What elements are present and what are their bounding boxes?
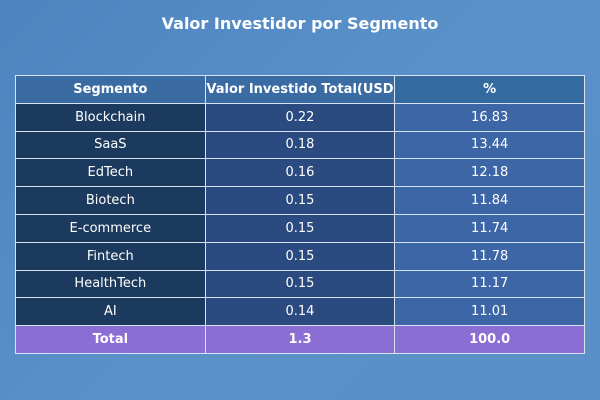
cell-valor: 0.18 [204, 130, 396, 160]
chart-title: Valor Investidor por Segmento [161, 14, 439, 33]
cell-segmento: Fintech [15, 241, 206, 271]
table-row: Biotech 0.15 11.84 [15, 186, 585, 215]
cell-segmento: HealthTech [15, 269, 206, 299]
header-row: Segmento Valor Investido Total(USD % [15, 75, 585, 104]
cell-percent: 11.17 [394, 269, 585, 299]
cell-percent: 11.01 [394, 297, 585, 327]
cell-segmento: AI [15, 297, 206, 327]
cell-segmento: Blockchain [15, 102, 206, 132]
header-segmento: Segmento [15, 75, 206, 104]
table-body: Blockchain 0.22 16.83 SaaS 0.18 13.44 EdTech 0.… [15, 102, 585, 354]
total-row: Total 1.3 100.0 [15, 325, 585, 354]
table-row: EdTech 0.16 12.18 [15, 158, 585, 188]
table-row: E-commerce 0.15 11.74 [15, 213, 585, 243]
cell-segmento: EdTech [15, 158, 206, 188]
header-percent: % [394, 75, 585, 104]
cell-valor: 0.15 [204, 186, 396, 215]
cell-percent: 13.44 [394, 130, 585, 160]
cell-valor: 0.15 [204, 269, 396, 299]
total-label: Total [15, 325, 206, 354]
cell-percent: 16.83 [394, 102, 585, 132]
total-valor: 1.3 [204, 325, 396, 354]
table-row: Blockchain 0.22 16.83 [15, 102, 585, 132]
cell-segmento: SaaS [15, 130, 206, 160]
table-row: Fintech 0.15 11.78 [15, 241, 585, 271]
cell-valor: 0.14 [204, 297, 396, 327]
cell-valor: 0.22 [204, 102, 396, 132]
cell-percent: 12.18 [394, 158, 585, 188]
cell-percent: 11.74 [394, 213, 585, 243]
cell-segmento: E-commerce [15, 213, 206, 243]
total-percent: 100.0 [394, 325, 585, 354]
cell-valor: 0.15 [204, 241, 396, 271]
header-valor-investido: Valor Investido Total(USD [204, 75, 396, 104]
cell-percent: 11.78 [394, 241, 585, 271]
cell-percent: 11.84 [394, 186, 585, 215]
table-row: AI 0.14 11.01 [15, 297, 585, 327]
cell-valor: 0.15 [204, 213, 396, 243]
cell-segmento: Biotech [15, 186, 206, 215]
table-row: SaaS 0.18 13.44 [15, 130, 585, 160]
data-table: Segmento Valor Investido Total(USD % Blo… [15, 75, 585, 354]
table-row: HealthTech 0.15 11.17 [15, 269, 585, 299]
cell-valor: 0.16 [204, 158, 396, 188]
